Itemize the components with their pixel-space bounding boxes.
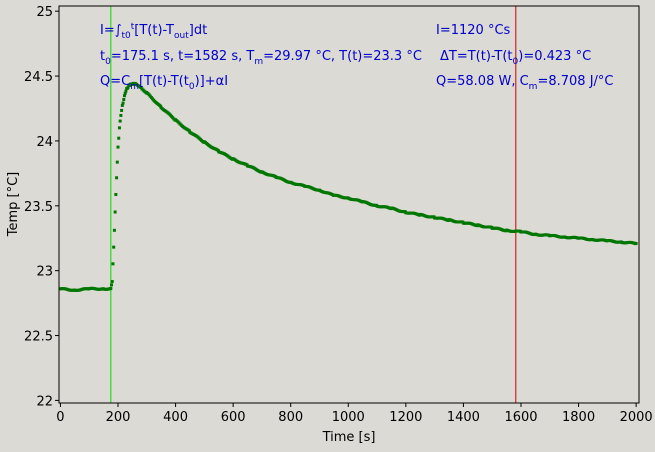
x-axis-title: Time [s] [322, 430, 376, 445]
data-point [115, 176, 119, 180]
vertical-lines [110, 6, 517, 403]
data-point [116, 145, 120, 149]
data-point [126, 85, 130, 89]
data-point [121, 101, 125, 105]
x-axis: 0 200 400 600 800 1000 1200 1400 1600 1800 2000 [56, 403, 653, 425]
data-point [110, 280, 114, 284]
delta-t: ΔT=T(t)-T(t0)=0.423 °C [440, 49, 591, 67]
x-tick-label: 1000 [332, 410, 365, 425]
data-point [109, 286, 113, 290]
integral-value: I=1120 °Cs [436, 23, 511, 38]
data-point [122, 94, 126, 98]
y-tick-label: 24.5 [24, 70, 53, 85]
data-point [122, 97, 126, 101]
time-params: t0=175.1 s, t=1582 s, Tm=29.97 °C, T(t)=… [100, 49, 422, 67]
q-formula: Q=Cm[T(t)-T(t0)]+αI [100, 74, 228, 92]
x-tick-label: 200 [106, 410, 131, 425]
data-point [112, 228, 116, 232]
integral-definition: I=∫t0t[T(t)-Tout]dt [100, 22, 207, 41]
data-point [120, 103, 124, 107]
data-point [110, 283, 114, 287]
data-point [119, 113, 123, 117]
x-tick-label: 1400 [447, 410, 480, 425]
plot-area [59, 6, 639, 403]
x-tick-label: 400 [163, 410, 188, 425]
data-point [112, 245, 116, 249]
data-point [634, 241, 638, 245]
data-point [124, 89, 128, 93]
y-axis-title: Temp [°C] [6, 172, 21, 238]
y-tick-label: 25 [36, 5, 53, 20]
x-tick-label: 1200 [389, 410, 422, 425]
data-point [113, 210, 117, 214]
data-point [115, 160, 119, 164]
y-tick-label: 23.5 [24, 200, 53, 215]
x-tick-label: 800 [278, 410, 303, 425]
y-axis: 22 22.5 23 23.5 24 24.5 25 [24, 5, 59, 409]
x-tick-label: 1600 [504, 410, 537, 425]
data-point [111, 262, 115, 266]
x-tick-label: 0 [56, 410, 64, 425]
data-point [114, 193, 118, 197]
data-point [118, 119, 122, 123]
y-tick-label: 23 [36, 265, 53, 280]
data-point [123, 91, 127, 95]
data-points [58, 81, 638, 292]
data-point [117, 136, 121, 140]
y-tick-label: 24 [36, 135, 53, 150]
q-value: Q=58.08 W, Cm=8.708 J/°C [436, 74, 614, 92]
y-tick-label: 22.5 [24, 330, 53, 345]
plot-frame [58, 5, 640, 404]
data-point [120, 108, 124, 112]
x-tick-label: 1800 [562, 410, 595, 425]
y-tick-label: 22 [36, 394, 53, 409]
x-tick-label: 600 [221, 410, 246, 425]
x-tick-label: 2000 [620, 410, 653, 425]
data-point [117, 126, 121, 130]
